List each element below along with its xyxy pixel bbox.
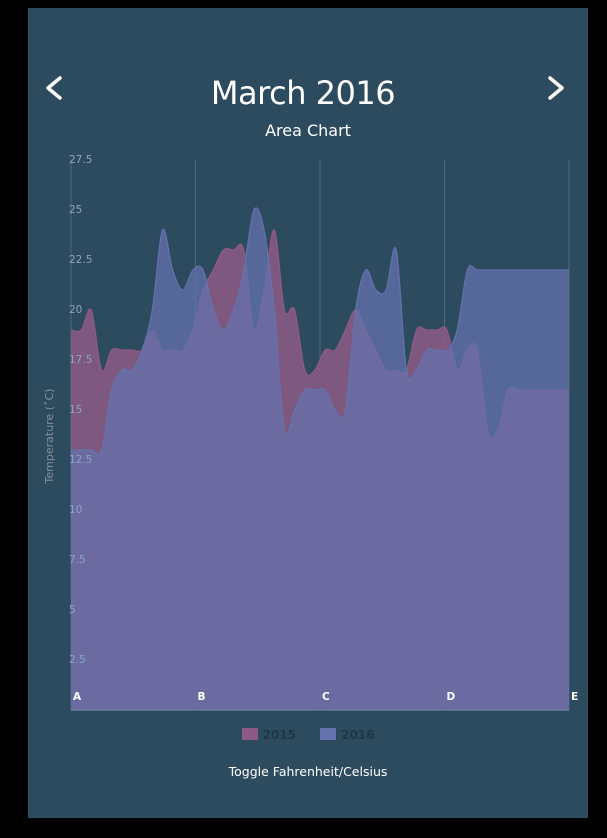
x-tick-label-b: B bbox=[198, 691, 206, 703]
y-tick-label: 20 bbox=[69, 304, 82, 316]
chart-card: March 2016 Area Chart 2.5 5 7.5 10 12.5 15 17.… bbox=[28, 8, 588, 818]
y-axis-label: Temperature (˚C) bbox=[43, 389, 56, 485]
x-tick-label-a: A bbox=[73, 691, 82, 703]
legend-label-2016: 2016 bbox=[341, 728, 375, 742]
legend-swatch-2015 bbox=[241, 728, 258, 740]
y-tick-label: 12.5 bbox=[69, 454, 92, 466]
y-tick-label: 2.5 bbox=[69, 654, 86, 666]
y-tick-label: 15 bbox=[69, 404, 82, 416]
chevron-right-icon bbox=[548, 76, 564, 100]
chart-title: March 2016 bbox=[210, 74, 396, 112]
chart-legend: 2015 2016 bbox=[28, 728, 588, 742]
legend-item-2016[interactable]: 2016 bbox=[320, 728, 375, 742]
chevron-left-icon bbox=[46, 76, 62, 100]
x-tick-label-e: E bbox=[571, 691, 578, 703]
legend-label-2015: 2015 bbox=[262, 728, 296, 742]
y-tick-label: 7.5 bbox=[69, 554, 86, 566]
toggle-units-button[interactable]: Toggle Fahrenheit/Celsius bbox=[228, 764, 388, 779]
x-tick-label-d: D bbox=[447, 691, 456, 703]
area-series-2016 bbox=[71, 207, 569, 711]
y-tick-label: 17.5 bbox=[69, 354, 92, 366]
y-tick-label: 27.5 bbox=[69, 154, 92, 166]
chart-subtitle: Area Chart bbox=[265, 121, 351, 140]
y-tick-label: 10 bbox=[69, 504, 82, 516]
legend-swatch-2016 bbox=[320, 728, 337, 740]
x-tick-label-c: C bbox=[322, 691, 330, 703]
y-tick-label: 22.5 bbox=[69, 254, 92, 266]
prev-month-button[interactable] bbox=[38, 66, 68, 110]
next-month-button[interactable] bbox=[542, 66, 572, 110]
line-series-2016 bbox=[71, 207, 569, 455]
area-chart: 2.5 5 7.5 10 12.5 15 17.5 20 22.5 25 27.5 A B C D E Temp… bbox=[43, 154, 578, 711]
y-tick-label: 25 bbox=[69, 204, 82, 216]
y-tick-label: 5 bbox=[69, 604, 76, 616]
legend-item-2015[interactable]: 2015 bbox=[241, 728, 296, 742]
